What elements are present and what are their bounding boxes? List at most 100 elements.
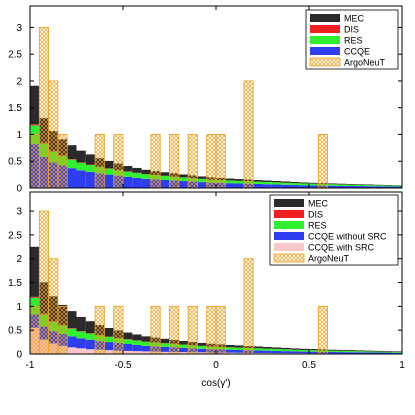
bar-res-bin-33 bbox=[336, 350, 347, 353]
bar-mec-bin-21 bbox=[225, 178, 235, 181]
y-tick-label: 2 bbox=[16, 76, 22, 87]
legend-entry-label: ArgoNeuT bbox=[344, 58, 386, 68]
bar-ccqe-without-src-bin-10 bbox=[123, 343, 133, 351]
y-tick-label: 0 bbox=[16, 350, 22, 361]
y-tick-label: 3 bbox=[16, 23, 22, 34]
bar-mec-bin-18 bbox=[197, 176, 207, 179]
bar-mec-bin-26 bbox=[271, 347, 282, 349]
bar-mec-bin-33 bbox=[336, 183, 347, 185]
bar-ccqe-bin-16 bbox=[178, 181, 189, 188]
bar-ccqe-with-src-bin-4 bbox=[67, 347, 77, 354]
bar-mec-bin-26 bbox=[271, 180, 282, 183]
bar-mec-bin-39 bbox=[392, 351, 402, 352]
bar-ccqe-bin-6 bbox=[85, 171, 96, 188]
x-axis-label: cos(γ') bbox=[201, 378, 230, 389]
bar-ccqe-without-src-bin-8 bbox=[104, 342, 114, 351]
legend-entry-label: DIS bbox=[308, 210, 323, 220]
bar-res-bin-24 bbox=[253, 348, 263, 351]
bar-mec-bin-22 bbox=[234, 179, 244, 181]
bar-res-bin-36 bbox=[364, 351, 375, 353]
x-tick-label: -1 bbox=[26, 360, 35, 371]
bar-res-bin-25 bbox=[262, 182, 272, 185]
legend-entry-label: CCQE bbox=[344, 47, 370, 57]
legend-entry-label: MEC bbox=[344, 14, 365, 24]
bar-ccqe-without-src-bin-5 bbox=[76, 338, 86, 349]
bar-res-bin-8 bbox=[104, 336, 114, 343]
legend-entry-label: RES bbox=[308, 221, 327, 231]
bar-ccqe-with-src-bin-18 bbox=[197, 352, 207, 354]
bar-mec-bin-8 bbox=[104, 327, 114, 337]
bar-mec-bin-24 bbox=[253, 180, 263, 182]
legend-swatch bbox=[274, 221, 304, 229]
y-tick-label: 0 bbox=[16, 184, 22, 195]
bar-ccqe-without-src-bin-6 bbox=[85, 339, 96, 350]
bar-ccqe-bin-30 bbox=[309, 185, 319, 188]
bar-res-bin-6 bbox=[85, 333, 96, 340]
bar-mec-bin-37 bbox=[374, 350, 384, 352]
bar-ccqe-bin-39 bbox=[392, 186, 402, 188]
chart-panel-2: 0 0.5 1 1.5 2 2.5 3 -1 -0.5 0 0.5 1 cos(γ') MECDISRES… bbox=[8, 191, 405, 389]
bar-ccqe-bin-8 bbox=[104, 174, 114, 188]
bar-ccqe-bin-24 bbox=[253, 183, 263, 188]
y-tick-label: 1 bbox=[16, 302, 22, 313]
bar-ccqe-bin-18 bbox=[197, 182, 207, 188]
x-tick-label: 0 bbox=[213, 360, 219, 371]
bar-mec-bin-28 bbox=[290, 182, 300, 184]
bar-res-bin-28 bbox=[290, 349, 300, 352]
bar-res-bin-30 bbox=[309, 183, 319, 186]
y-tick-label: 3 bbox=[16, 207, 22, 218]
legend-swatch bbox=[274, 232, 304, 240]
legend-swatch bbox=[310, 47, 340, 55]
bar-res-bin-33 bbox=[336, 184, 347, 186]
bar-ccqe-without-src-bin-32 bbox=[327, 352, 337, 354]
argoneut-bar-9 bbox=[206, 305, 217, 355]
bar-ccqe-without-src-bin-14 bbox=[160, 346, 170, 352]
argoneut-bar-4 bbox=[94, 134, 105, 189]
bar-mec-bin-32 bbox=[327, 349, 337, 351]
bar-mec-bin-5 bbox=[76, 316, 86, 332]
bar-ccqe-bin-5 bbox=[76, 170, 86, 188]
argoneut-bar-5 bbox=[113, 134, 124, 189]
argoneut-bar-10 bbox=[215, 134, 226, 189]
legend-swatch bbox=[310, 25, 340, 33]
bar-res-bin-16 bbox=[178, 344, 189, 348]
bar-ccqe-without-src-bin-36 bbox=[364, 352, 375, 354]
bar-ccqe-bin-27 bbox=[281, 184, 291, 188]
bar-ccqe-bin-28 bbox=[290, 185, 300, 188]
argoneut-bar-2 bbox=[48, 258, 59, 355]
bar-res-bin-37 bbox=[374, 185, 384, 187]
legend-swatch bbox=[310, 36, 340, 44]
bar-ccqe-with-src-bin-8 bbox=[104, 350, 114, 354]
bar-mec-bin-11 bbox=[132, 334, 142, 341]
argoneut-bar-6 bbox=[150, 305, 161, 355]
bar-ccqe-without-src-bin-27 bbox=[281, 351, 291, 354]
bar-ccqe-without-src-bin-24 bbox=[253, 350, 263, 353]
bar-res-bin-22 bbox=[234, 347, 244, 350]
bar-mec-bin-38 bbox=[383, 351, 393, 352]
bar-dis-bin-0 bbox=[30, 124, 40, 126]
bar-res-bin-4 bbox=[67, 159, 77, 169]
legend-swatch bbox=[274, 243, 304, 251]
bar-mec-bin-33 bbox=[336, 349, 347, 351]
bar-mec-bin-21 bbox=[225, 344, 235, 348]
legend-entry-label: CCQE without SRC bbox=[308, 232, 387, 242]
bar-res-bin-12 bbox=[141, 174, 151, 179]
argoneut-bar-5 bbox=[113, 305, 124, 355]
bar-res-bin-10 bbox=[123, 171, 133, 177]
bar-mec-bin-34 bbox=[346, 350, 356, 351]
bar-ccqe-without-src-bin-18 bbox=[197, 348, 207, 353]
bar-ccqe-with-src-bin-12 bbox=[141, 351, 151, 354]
bar-res-bin-38 bbox=[383, 185, 393, 187]
bar-res-bin-26 bbox=[271, 182, 282, 185]
bar-res-bin-32 bbox=[327, 184, 337, 186]
bar-mec-bin-25 bbox=[262, 180, 272, 182]
bar-res-bin-4 bbox=[67, 328, 77, 337]
argoneut-bar-12 bbox=[317, 305, 328, 355]
bar-ccqe-without-src-bin-37 bbox=[374, 352, 384, 354]
y-tick-label: 2.5 bbox=[8, 50, 22, 61]
bar-mec-bin-18 bbox=[197, 342, 207, 346]
bar-res-bin-37 bbox=[374, 351, 384, 353]
